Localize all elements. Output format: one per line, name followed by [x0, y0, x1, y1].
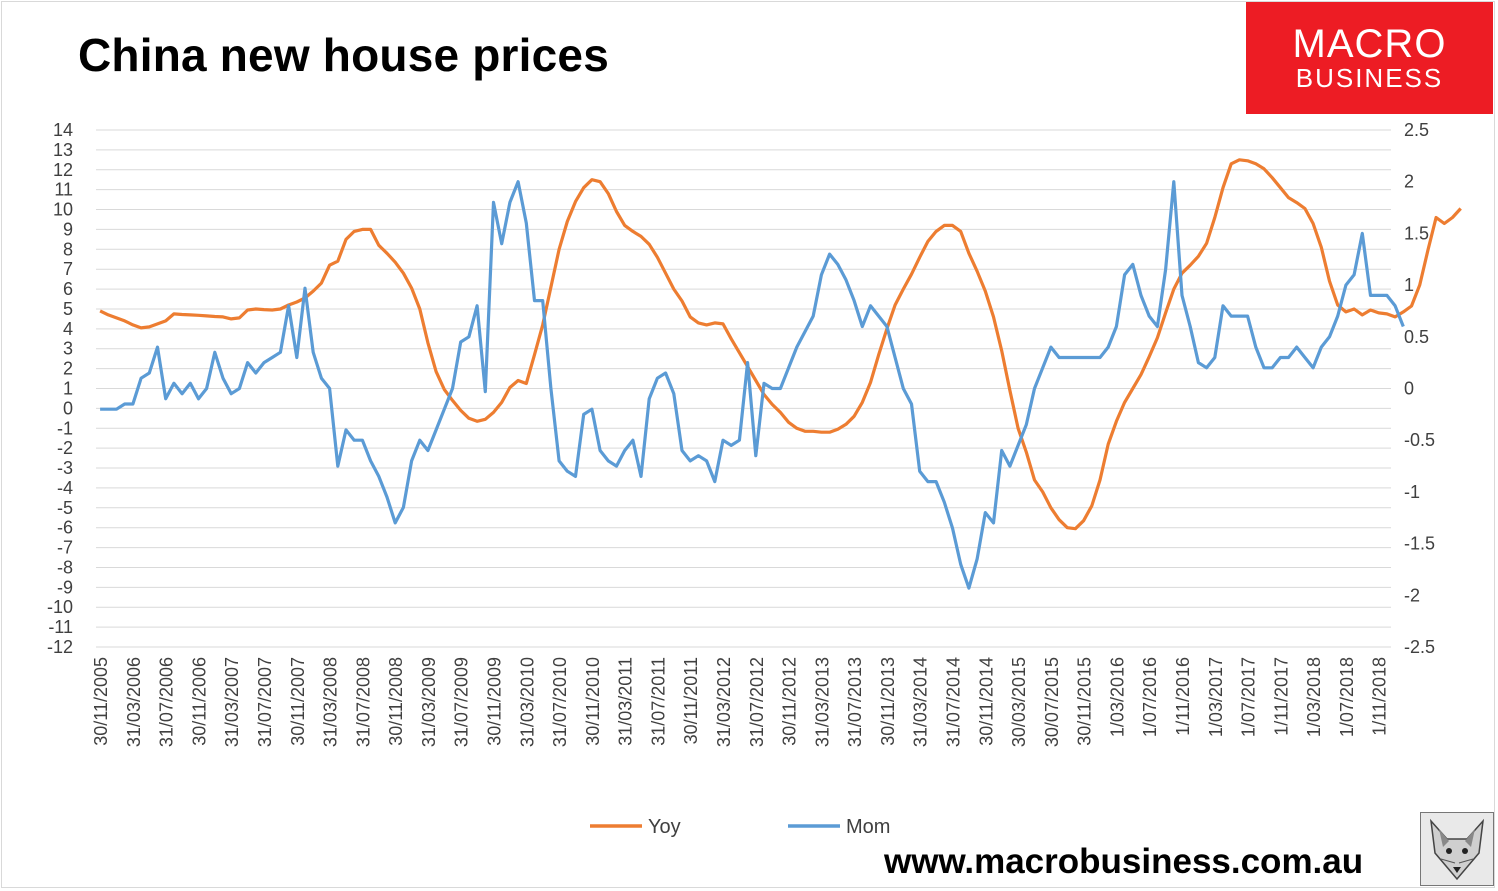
left-tick-label: 13	[53, 140, 73, 160]
x-tick-label: 1/11/2018	[1370, 657, 1390, 736]
x-tick-label: 31/03/2006	[124, 657, 144, 747]
left-tick-label: 0	[63, 398, 73, 418]
series-line-yoy	[99, 158, 1462, 531]
x-tick-label: 31/07/2012	[747, 657, 767, 747]
x-tick-label: 31/07/2007	[255, 657, 275, 747]
left-tick-label: 11	[54, 180, 73, 200]
left-tick-label: 5	[63, 299, 73, 319]
x-tick-label: 31/03/2008	[321, 657, 341, 747]
chart-title: China new house prices	[78, 29, 609, 81]
x-tick-label: 31/07/2009	[452, 657, 472, 747]
site-url: www.macrobusiness.com.au	[884, 842, 1364, 881]
x-tick-label: 31/07/2010	[550, 657, 570, 747]
x-tick-label: 31/03/2009	[419, 657, 439, 747]
left-tick-label: 4	[63, 319, 73, 339]
left-tick-label: 10	[53, 200, 73, 220]
right-tick-label: -1.5	[1404, 534, 1435, 554]
x-tick-label: 31/07/2013	[845, 657, 865, 747]
left-tick-label: -4	[57, 478, 73, 498]
legend: Yoy Mom	[590, 816, 890, 838]
series-lines	[99, 158, 1462, 590]
left-tick-label: -6	[57, 518, 73, 538]
right-axis-ticks: 2.5 2 1.5 1 0.5 0 -0.5 -1 -1.5 -2 -2.5	[1404, 120, 1435, 657]
left-tick-label: -12	[47, 637, 73, 657]
left-tick-label: -11	[48, 617, 73, 637]
left-tick-label: 14	[53, 120, 73, 140]
left-tick-label: 1	[63, 379, 73, 399]
x-tick-label: 1/03/2018	[1304, 657, 1324, 737]
x-tick-label: 30/11/2007	[288, 657, 308, 746]
left-tick-label: -1	[57, 418, 73, 438]
x-tick-label: 1/07/2016	[1140, 657, 1160, 737]
left-axis-ticks: 14131211109876543210-1-2-3-4-5-6-7-8-9-1…	[47, 120, 73, 657]
x-tick-label: 31/03/2014	[911, 657, 931, 747]
logo-line-1: MACRO	[1292, 22, 1447, 66]
x-tick-label: 31/03/2007	[222, 657, 242, 747]
right-tick-label: 2.5	[1404, 120, 1429, 140]
x-tick-label: 30/11/2008	[386, 657, 406, 746]
x-tick-label: 31/03/2013	[812, 657, 832, 747]
x-tick-label: 30/11/2011	[681, 657, 701, 744]
left-tick-label: 3	[63, 339, 73, 359]
x-tick-label: 31/07/2008	[353, 657, 373, 747]
right-tick-label: -0.5	[1404, 430, 1435, 450]
x-tick-label: 30/11/2006	[189, 657, 209, 746]
left-tick-label: -9	[57, 577, 73, 597]
x-tick-label: 1/03/2016	[1107, 657, 1127, 737]
right-tick-label: -1	[1404, 482, 1420, 502]
x-tick-label: 31/03/2012	[714, 657, 734, 747]
left-tick-label: 7	[63, 259, 73, 279]
left-tick-label: -5	[57, 498, 73, 518]
left-tick-label: 9	[63, 219, 73, 239]
left-tick-label: -7	[57, 538, 73, 558]
right-tick-label: 2	[1404, 172, 1414, 192]
left-tick-label: 6	[63, 279, 73, 299]
right-tick-label: 0	[1404, 379, 1414, 399]
x-tick-label: 31/03/2011	[616, 657, 636, 746]
left-tick-label: 12	[53, 160, 73, 180]
macrobusiness-logo: MACRO BUSINESS	[1246, 2, 1493, 114]
x-tick-label: 1/03/2017	[1206, 657, 1226, 737]
x-axis-ticks: 30/11/2005 31/03/2006 31/07/2006 30/11/2006…	[91, 657, 1390, 747]
x-tick-label: 30/07/2015	[1042, 657, 1062, 747]
x-tick-label: 1/07/2017	[1239, 657, 1259, 737]
x-tick-label: 30/11/2013	[878, 657, 898, 746]
left-tick-label: -2	[57, 438, 73, 458]
right-tick-label: 1.5	[1404, 223, 1429, 243]
x-tick-label: 30/11/2010	[583, 657, 603, 746]
x-tick-label: 31/07/2011	[648, 657, 668, 746]
series-line-mom	[100, 180, 1405, 590]
x-tick-label: 31/07/2006	[157, 657, 177, 747]
x-tick-label: 30/03/2015	[1009, 657, 1029, 747]
x-tick-label: 30/11/2012	[780, 657, 800, 746]
left-tick-label: 2	[63, 359, 73, 379]
x-tick-label: 1/11/2017	[1271, 657, 1291, 736]
right-tick-label: 1	[1404, 275, 1414, 295]
x-tick-label: 30/11/2005	[91, 657, 111, 746]
x-tick-label: 31/07/2014	[944, 657, 964, 747]
x-tick-label: 1/07/2018	[1337, 657, 1357, 737]
left-tick-label: 8	[63, 239, 73, 259]
x-tick-label: 1/11/2016	[1173, 657, 1193, 736]
x-tick-label: 30/11/2015	[1075, 657, 1095, 746]
x-tick-label: 30/11/2014	[976, 657, 996, 746]
legend-label-mom: Mom	[846, 816, 890, 838]
left-tick-label: -3	[57, 458, 73, 478]
logo-line-2: BUSINESS	[1295, 63, 1444, 93]
left-tick-label: -8	[57, 557, 73, 577]
right-tick-label: -2	[1404, 585, 1420, 605]
legend-label-yoy: Yoy	[648, 816, 681, 838]
right-tick-label: 0.5	[1404, 327, 1429, 347]
x-tick-label: 30/11/2009	[485, 657, 505, 746]
left-tick-label: -10	[47, 597, 73, 617]
right-tick-label: -2.5	[1404, 637, 1435, 657]
x-tick-label: 31/03/2010	[517, 657, 537, 747]
fox-logo-image	[1420, 812, 1494, 886]
